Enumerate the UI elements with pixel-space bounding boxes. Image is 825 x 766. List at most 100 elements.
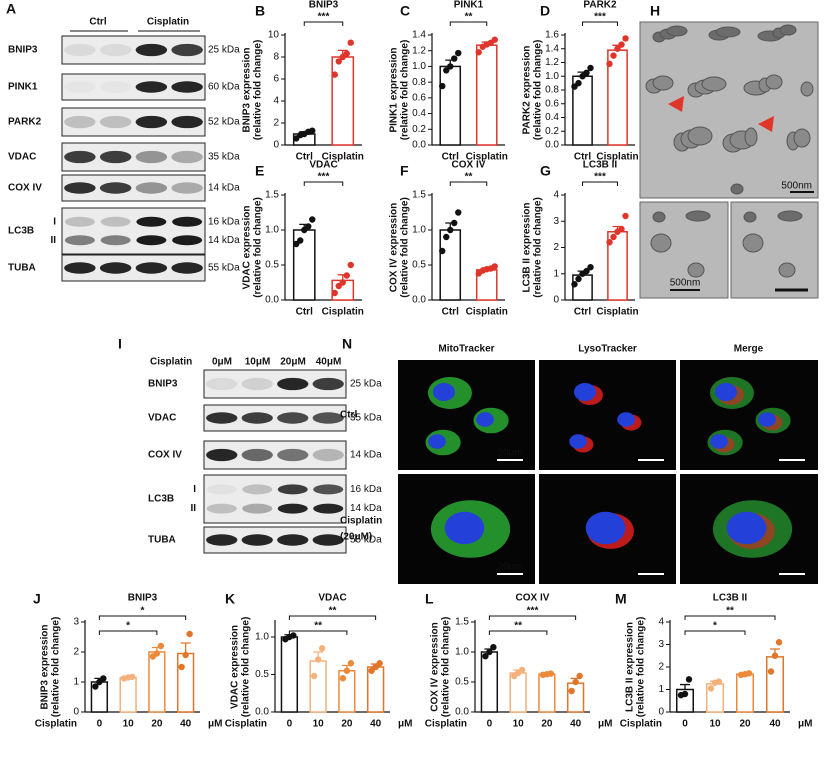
panel-label: E [255, 163, 264, 179]
x-tick-label: 0 [682, 719, 688, 730]
blot-band [171, 262, 203, 274]
panel-label: A [6, 1, 16, 17]
blot-band [171, 150, 203, 164]
organelle [742, 233, 764, 253]
blot-band [312, 377, 344, 391]
blot-band [135, 150, 168, 164]
bar [148, 651, 166, 713]
y-axis-label: COX IV expression [389, 203, 400, 292]
data-point [92, 683, 99, 690]
nucleus [710, 434, 728, 449]
data-point [447, 226, 454, 234]
y-tick-label: 1.0 [545, 71, 559, 82]
data-point [767, 668, 775, 675]
panel-label: B [255, 3, 265, 19]
y-tick-label: 0.0 [455, 707, 469, 718]
chart-title: LC3B II [713, 593, 748, 604]
bar [309, 660, 327, 713]
blot-band [277, 484, 308, 495]
blot-band [277, 412, 309, 424]
significance-label: ** [314, 621, 322, 632]
blot-strip [203, 474, 347, 524]
blot-band [172, 235, 203, 246]
protein-label: TUBA [148, 535, 176, 546]
y-tick-label: 0.5 [265, 260, 279, 271]
bar [566, 682, 585, 713]
data-point [339, 675, 347, 682]
data-point [376, 660, 383, 667]
organelle [687, 262, 705, 278]
nucleus [573, 383, 596, 401]
protein-label: BNIP3 [148, 379, 178, 390]
y-axis-label: LC3B II expression [522, 202, 533, 292]
micrograph [539, 360, 676, 470]
x-tick-label: 10 [709, 719, 721, 730]
y-axis-label: (relative fold change) [400, 40, 411, 141]
blot-band [100, 81, 131, 92]
bar [366, 666, 385, 713]
organelle [779, 24, 797, 36]
blot-band [135, 115, 168, 129]
blot-band [135, 43, 168, 57]
organelle [715, 26, 741, 38]
data-point [572, 678, 579, 686]
organelle [777, 210, 803, 222]
x-tick-label: Ctrl [574, 152, 591, 163]
micrograph [398, 360, 535, 470]
scale-label: 20μm [497, 562, 522, 573]
data-point [343, 50, 350, 57]
protein-label: VDAC [8, 152, 36, 163]
y-tick-label: 0.6 [412, 92, 426, 103]
data-point [339, 279, 346, 286]
blot-band [241, 534, 273, 546]
y-tick-label: 0.0 [545, 140, 559, 151]
x-tick-label: Cisplatin [466, 152, 508, 163]
blot-band [64, 182, 96, 194]
significance-bracket [684, 615, 776, 620]
y-axis-label: BNIP3 expression [40, 624, 51, 709]
data-point [606, 60, 613, 68]
data-point [583, 267, 590, 275]
data-point [305, 223, 312, 230]
y-tick-label: 1.2 [412, 45, 426, 56]
arrowhead [668, 96, 684, 112]
group-label: Ctrl [89, 17, 106, 28]
y-tick-label: 0.4 [412, 108, 426, 119]
y-tick-label: 0.0 [412, 295, 426, 306]
y-tick-label: 0.8 [545, 85, 559, 96]
organelle [701, 76, 727, 92]
y-axis-label: VDAC expression [242, 206, 253, 290]
blot-band [99, 262, 132, 274]
x-axis-label: Cisplatin [425, 719, 467, 730]
y-tick-label: 0.5 [255, 669, 269, 680]
significance-bracket [288, 615, 377, 620]
panel-label: G [540, 163, 551, 179]
bar [331, 56, 355, 146]
x-tick-label: 40 [370, 719, 382, 730]
significance-label: ** [465, 12, 473, 23]
blot-band [64, 262, 96, 274]
data-point [309, 127, 316, 134]
kda-label: 35 kDa [350, 413, 382, 424]
y-axis-label: BNIP3 expression [242, 47, 253, 132]
organelle [652, 211, 666, 223]
x-tick-label: 20 [541, 719, 553, 730]
x-tick-label: Ctrl [296, 307, 313, 318]
bar [119, 676, 137, 713]
micrograph [680, 360, 818, 470]
blot-band [171, 81, 203, 93]
data-point [372, 663, 379, 671]
panel-label: C [400, 3, 410, 19]
y-axis-label: PINK1 expression [389, 47, 400, 132]
data-point [490, 644, 497, 651]
x-unit: μM [208, 719, 222, 730]
y-axis-label: PARK2 expression [522, 46, 533, 135]
data-point [368, 667, 375, 674]
x-tick-label: Cisplatin [322, 307, 364, 318]
x-unit: μM [798, 719, 812, 730]
organelle [652, 75, 674, 91]
organelle [793, 128, 811, 148]
blot-band [64, 81, 95, 92]
x-tick-label: 20 [739, 719, 751, 730]
y-tick-label: 0.2 [545, 126, 559, 137]
